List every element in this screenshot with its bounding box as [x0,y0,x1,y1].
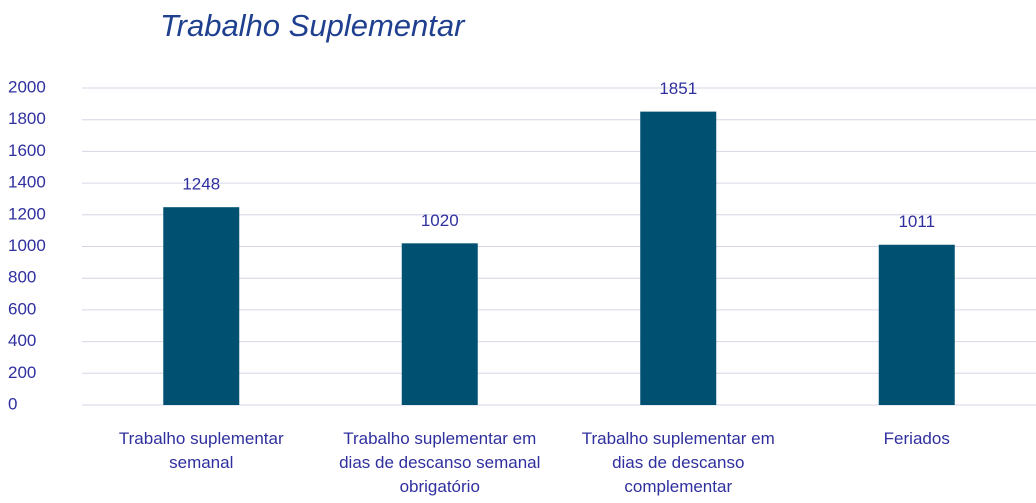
y-tick-label: 1400 [8,173,46,192]
x-tick-label: Feriados [883,429,950,448]
y-tick-label: 400 [8,331,36,350]
chart-title: Trabalho Suplementar [160,8,465,43]
data-label: 1020 [421,211,459,230]
y-tick-label: 1200 [8,204,46,223]
x-tick-label: Trabalho suplementar em dias de descanso… [339,429,541,496]
bar [401,243,478,405]
x-tick-label: Trabalho suplementar semanal [118,429,284,472]
y-tick-label: 600 [8,299,36,318]
bar [640,111,717,405]
bar [163,207,240,405]
bar [878,244,955,405]
y-tick-label: 2000 [8,77,46,96]
data-label: 1011 [898,212,935,231]
data-label: 1851 [659,79,697,98]
y-tick-label: 200 [8,363,36,382]
x-tick-label: Trabalho suplementar em dias de descanso… [581,429,775,496]
y-tick-label: 0 [8,394,17,413]
y-tick-label: 1800 [8,109,46,128]
y-tick-label: 800 [8,268,36,287]
y-tick-label: 1000 [8,236,46,255]
y-tick-label: 1600 [8,141,46,160]
data-label: 1248 [182,175,220,194]
